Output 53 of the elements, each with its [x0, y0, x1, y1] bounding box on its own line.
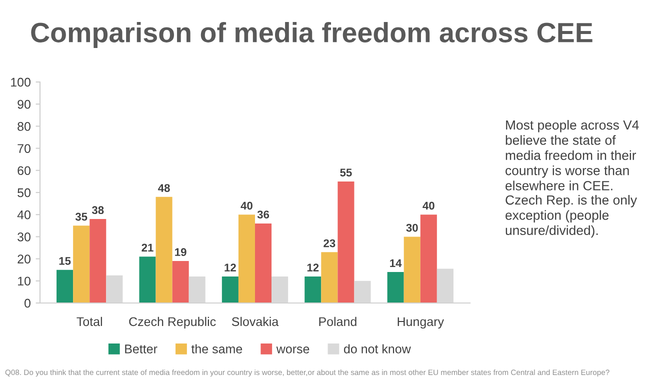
y-tick-label: 50	[18, 188, 30, 198]
data-label: 23	[324, 239, 336, 248]
y-tick-label: 60	[18, 166, 30, 176]
x-tick-label: Hungary	[398, 317, 444, 329]
data-label: 40	[422, 202, 434, 210]
data-label: 14	[390, 259, 402, 267]
bar	[172, 261, 189, 303]
data-label: 12	[307, 264, 319, 272]
legend-label: worse	[276, 346, 310, 354]
data-label: 38	[92, 206, 104, 214]
bar	[222, 276, 238, 303]
bar	[139, 256, 156, 303]
bar	[73, 226, 90, 303]
data-label: 55	[340, 168, 352, 176]
x-tick-label: Slovakia	[232, 316, 279, 326]
bar	[420, 214, 437, 303]
y-tick-label: 40	[17, 210, 30, 220]
legend-label: Better	[125, 344, 158, 354]
bar	[404, 236, 420, 303]
y-tick-label: 30	[18, 232, 30, 242]
data-label: 40	[240, 202, 252, 210]
bar	[387, 272, 404, 303]
text: Czech Rep. is the only exception (people unsure/divided).	[506, 195, 637, 238]
x-tick-label: Poland	[319, 316, 356, 326]
bar	[238, 214, 255, 303]
data-label: 15	[59, 257, 71, 265]
y-tick-label: 10	[18, 276, 30, 286]
text: Most people across V4 believe the state of media freedom in their country is worse than elsewhere in CEE.	[506, 120, 639, 190]
bar	[90, 219, 106, 303]
y-tick-label: 0	[24, 298, 30, 308]
bar	[321, 252, 338, 303]
bar	[156, 196, 172, 303]
bar	[338, 181, 354, 303]
data-label: 12	[224, 264, 236, 272]
y-tick-label: 90	[18, 100, 30, 109]
y-tick-label: 100	[11, 78, 30, 87]
y-tick-label: 20	[18, 254, 30, 264]
y-tick-label: 70	[18, 144, 30, 153]
data-label: 19	[175, 248, 186, 256]
data-label: 30	[406, 224, 418, 232]
x-tick-label: Czech Republic	[129, 316, 216, 329]
y-tick-label: 80	[18, 122, 30, 131]
bar	[56, 270, 74, 303]
data-label: 35	[75, 212, 88, 221]
data-label: 36	[257, 210, 270, 218]
legend-label: do not know	[344, 344, 411, 354]
chart-title: Comparison of media freedom across CEE	[31, 22, 592, 48]
legend-label: the same	[191, 344, 242, 354]
data-label: 48	[158, 184, 170, 192]
data-label: 21	[142, 244, 154, 252]
x-tick-label: Total	[76, 316, 102, 326]
bar	[304, 276, 322, 303]
bar	[255, 223, 272, 303]
